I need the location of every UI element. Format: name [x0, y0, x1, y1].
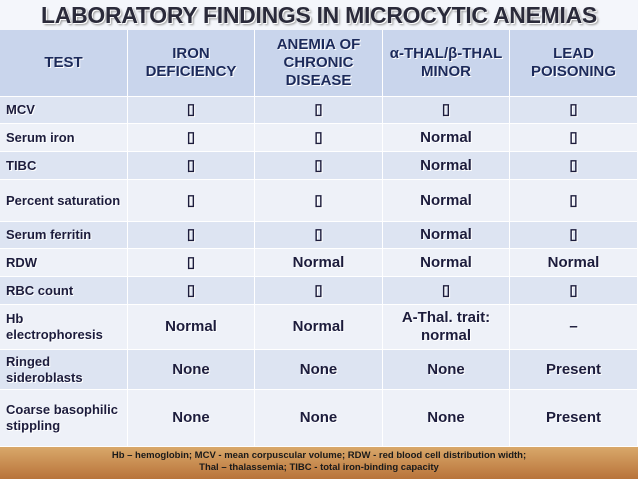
value-cell: ▯ [255, 124, 383, 152]
value-cell: None [255, 390, 383, 447]
header-cell: LEAD POISONING [510, 30, 638, 97]
value-cell: ▯ [255, 222, 383, 249]
value-cell: Normal [383, 222, 510, 249]
value-cell: – [510, 305, 638, 350]
test-label: Coarse basophilic stippling [0, 390, 128, 447]
value-cell: Normal [383, 152, 510, 180]
value-cell: ▯ [383, 97, 510, 124]
value-cell: A-Thal. trait: normal [383, 305, 510, 350]
value-cell: None [383, 350, 510, 390]
header-cell: IRON DEFICIENCY [128, 30, 255, 97]
value-cell: Normal [383, 249, 510, 277]
value-cell: ▯ [128, 180, 255, 222]
value-cell: ▯ [510, 152, 638, 180]
value-cell: Normal [128, 305, 255, 350]
value-cell: Normal [255, 305, 383, 350]
value-cell: Present [510, 350, 638, 390]
value-cell: Normal [383, 180, 510, 222]
value-cell: None [383, 390, 510, 447]
value-cell: ▯ [128, 97, 255, 124]
header-cell: TEST [0, 30, 128, 97]
test-label: Hb electrophoresis [0, 305, 128, 350]
test-label: TIBC [0, 152, 128, 180]
test-label: Ringed sideroblasts [0, 350, 128, 390]
value-cell: ▯ [255, 152, 383, 180]
test-label: RBC count [0, 277, 128, 305]
value-cell: None [255, 350, 383, 390]
value-cell: None [128, 390, 255, 447]
value-cell: Normal [510, 249, 638, 277]
test-label: Serum iron [0, 124, 128, 152]
slide-title: LABORATORY FINDINGS IN MICROCYTIC ANEMIA… [41, 2, 597, 28]
test-label: MCV [0, 97, 128, 124]
findings-table: TEST IRON DEFICIENCY ANEMIA OF CHRONIC DIS… [0, 30, 638, 447]
header-cell: ANEMIA OF CHRONIC DISEASE [255, 30, 383, 97]
value-cell: ▯ [128, 277, 255, 305]
footnote-line: Hb – hemoglobin; MCV - mean corpuscular … [111, 450, 527, 461]
value-cell: Present [510, 390, 638, 447]
test-label: Serum ferritin [0, 222, 128, 249]
value-cell: ▯ [255, 97, 383, 124]
value-cell: ▯ [255, 277, 383, 305]
value-cell: ▯ [128, 249, 255, 277]
test-label: RDW [0, 249, 128, 277]
value-cell: Normal [255, 249, 383, 277]
value-cell: ▯ [510, 180, 638, 222]
value-cell: ▯ [510, 222, 638, 249]
value-cell: ▯ [510, 277, 638, 305]
value-cell: None [128, 350, 255, 390]
value-cell: Normal [383, 124, 510, 152]
value-cell: ▯ [383, 277, 510, 305]
footnote: Hb – hemoglobin; MCV - mean corpuscular … [0, 447, 638, 479]
value-cell: ▯ [510, 124, 638, 152]
value-cell: ▯ [255, 180, 383, 222]
header-cell: α-THAL/β-THAL MINOR [383, 30, 510, 97]
value-cell: ▯ [510, 97, 638, 124]
value-cell: ▯ [128, 222, 255, 249]
value-cell: ▯ [128, 124, 255, 152]
value-cell: ▯ [128, 152, 255, 180]
footnote-line: Thal – thalassemia; TIBC - total iron-bi… [199, 462, 439, 473]
test-label: Percent saturation [0, 180, 128, 222]
